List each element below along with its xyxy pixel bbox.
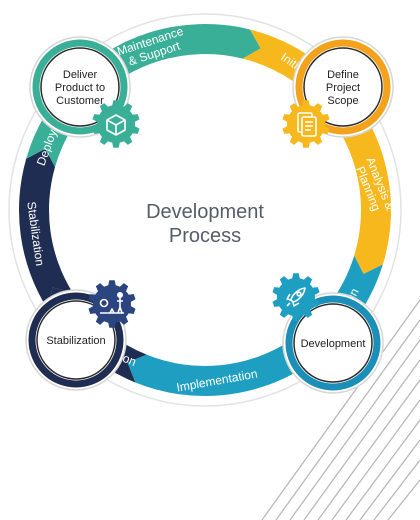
document-icon <box>297 112 317 137</box>
rocket-icon <box>286 287 306 307</box>
decorative-hatching <box>261 299 420 520</box>
outer-guide-ring <box>8 13 402 407</box>
milestone-hubs: Deliver Product to Customer Define Project Sc… <box>25 36 394 394</box>
segment-maintenance <box>64 24 261 108</box>
gear-icon <box>92 100 140 148</box>
center-title-line-1: Development <box>146 201 264 223</box>
hub-inner-ring <box>36 300 116 380</box>
hub-deliver: Deliver Product to Customer <box>29 36 140 148</box>
hub-define: Define Project Scope <box>282 36 394 148</box>
hub-stabilization: Stabilization <box>25 280 136 391</box>
box-icon <box>106 114 126 136</box>
hub-inner-ring <box>293 303 373 383</box>
hub-inner-ring <box>303 47 383 127</box>
segment-stabilization <box>19 148 73 309</box>
gear-icon <box>272 273 320 321</box>
segment-implementation <box>127 339 310 396</box>
balance-icon <box>99 291 124 314</box>
segment-analysis <box>332 103 392 275</box>
hub-label-define: Define Project Scope <box>326 69 360 107</box>
gear-icon <box>88 280 136 328</box>
hub-label-deliver: Deliver Product to Customer <box>55 69 105 107</box>
center-title-line-2: Process <box>169 225 241 247</box>
hub-development: Development <box>272 273 384 394</box>
hub-label-stabilization: Stabilization <box>46 335 105 347</box>
hub-label-development: Development <box>301 338 366 350</box>
hub-inner-ring <box>40 47 120 127</box>
